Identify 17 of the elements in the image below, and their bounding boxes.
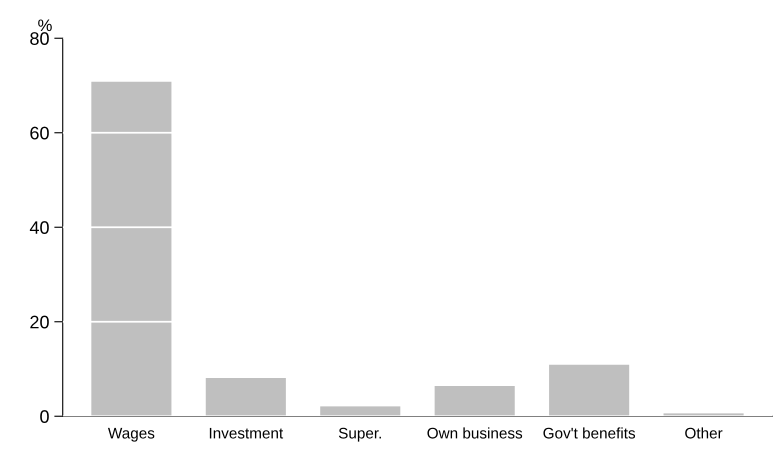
bar <box>320 406 400 416</box>
bar <box>434 386 515 416</box>
x-tick-label: Own business <box>427 427 522 439</box>
x-tick-label: Wages <box>108 428 154 442</box>
bar <box>91 82 172 416</box>
y-tick-label: 0 <box>40 410 49 423</box>
y-tick-label: 40 <box>30 221 49 234</box>
bar <box>549 364 630 416</box>
x-tick-label: Other <box>685 427 722 439</box>
x-tick-label: Super. <box>338 428 381 442</box>
y-tick-label: 80 <box>30 32 49 45</box>
bar <box>206 378 286 416</box>
y-axis-title: % <box>38 19 52 32</box>
y-tick-label: 20 <box>30 316 49 328</box>
y-tick-label: 60 <box>30 126 49 140</box>
x-tick-label: Gov't benefits <box>543 427 636 439</box>
x-tick-label: Investment <box>210 428 284 439</box>
